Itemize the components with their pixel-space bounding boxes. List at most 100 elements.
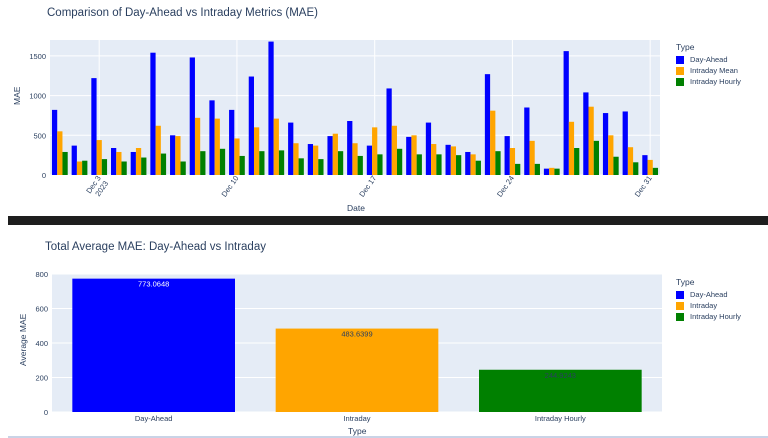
bar-intraday-mean[interactable] xyxy=(194,117,201,175)
bar-intraday-mean[interactable] xyxy=(490,110,496,175)
bar-day-ahead[interactable] xyxy=(111,148,117,175)
bar-intraday-mean[interactable] xyxy=(293,143,299,175)
bar-day-ahead[interactable] xyxy=(386,88,392,175)
bar-intraday-mean[interactable] xyxy=(273,118,279,175)
bar-day-ahead[interactable] xyxy=(445,144,451,175)
bar-intraday-mean[interactable] xyxy=(470,154,476,175)
bar-day-ahead[interactable] xyxy=(209,100,215,175)
bar-day-ahead[interactable] xyxy=(248,76,254,175)
bar-intraday-mean[interactable] xyxy=(116,151,122,175)
bar-intraday-mean[interactable] xyxy=(135,148,142,175)
bar-intraday-mean[interactable] xyxy=(253,127,260,175)
bar-intraday-mean[interactable] xyxy=(96,140,102,175)
bar-intraday-mean[interactable] xyxy=(588,106,594,175)
bar-intraday-hourly[interactable] xyxy=(534,163,540,175)
bar-intraday-hourly[interactable] xyxy=(475,160,481,175)
bar-intraday-hourly[interactable] xyxy=(613,156,619,175)
bar-intraday-mean[interactable] xyxy=(608,135,614,175)
bar-day-ahead[interactable] xyxy=(642,155,648,175)
bar-intraday-hourly[interactable] xyxy=(357,155,363,175)
bar-intraday-hourly[interactable] xyxy=(160,153,167,175)
bar-intraday-hourly[interactable] xyxy=(121,161,127,176)
bar-intraday-hourly[interactable] xyxy=(377,154,383,175)
bar-day-ahead[interactable] xyxy=(307,144,314,175)
bar-day-ahead[interactable] xyxy=(288,122,294,175)
bar-intraday-hourly[interactable] xyxy=(278,150,285,175)
bar-day-ahead[interactable] xyxy=(583,92,589,175)
bar-day-ahead[interactable] xyxy=(268,41,274,176)
bar-intraday-mean[interactable] xyxy=(411,135,417,175)
bar-day-ahead[interactable] xyxy=(150,52,156,175)
bar-day-ahead[interactable] xyxy=(170,135,176,175)
bar-intraday-hourly[interactable] xyxy=(239,155,245,175)
bar-intraday-mean[interactable] xyxy=(627,147,634,175)
bar-intraday-mean[interactable] xyxy=(549,167,555,175)
bar-day-ahead[interactable] xyxy=(406,136,412,175)
legend-item-intraday[interactable]: Intraday xyxy=(676,300,741,311)
bar-intraday-mean[interactable] xyxy=(175,136,181,175)
bar-day-ahead[interactable] xyxy=(51,109,58,175)
bar-intraday-hourly[interactable] xyxy=(337,151,344,175)
bar-intraday-hourly[interactable] xyxy=(259,151,265,175)
bar-intraday-mean[interactable] xyxy=(431,144,437,175)
bar-intraday-hourly[interactable] xyxy=(62,151,68,175)
bar-intraday-mean[interactable] xyxy=(647,159,653,175)
bar-intraday-hourly[interactable] xyxy=(554,168,560,175)
bar-intraday-hourly[interactable] xyxy=(574,148,580,175)
bar-intraday-hourly[interactable] xyxy=(298,158,304,175)
bar-intraday-hourly[interactable] xyxy=(515,163,521,175)
bar-day-ahead[interactable] xyxy=(622,111,628,175)
bar-intraday-mean[interactable] xyxy=(509,148,516,175)
bar-intraday-mean[interactable] xyxy=(234,138,240,175)
bar-intraday-hourly[interactable] xyxy=(219,148,226,175)
bar-intraday-hourly[interactable] xyxy=(456,155,462,175)
bar-intraday-hourly[interactable] xyxy=(200,151,206,175)
bar-day-ahead[interactable] xyxy=(465,151,471,175)
bar-intraday-mean[interactable] xyxy=(332,133,338,175)
bar-intraday-hourly[interactable] xyxy=(652,167,659,175)
bar-day-ahead[interactable] xyxy=(563,51,569,175)
bar-day-ahead[interactable] xyxy=(524,107,530,176)
bar-intraday-hourly[interactable] xyxy=(82,160,88,175)
legend-item-intraday-hourly[interactable]: Intraday Hourly xyxy=(676,311,741,322)
bar-intraday-mean[interactable] xyxy=(155,125,161,175)
bar-day-ahead[interactable] xyxy=(347,121,353,175)
bar-intraday-hourly[interactable] xyxy=(495,151,501,175)
bar-day-ahead[interactable] xyxy=(91,78,97,175)
legend-item-intraday-mean[interactable]: Intraday Mean xyxy=(676,65,741,76)
bar-intraday-mean[interactable] xyxy=(568,121,575,175)
bar-intraday-hourly[interactable] xyxy=(633,162,639,175)
bar-intraday-hourly[interactable] xyxy=(396,148,403,175)
bar-intraday[interactable] xyxy=(275,328,439,412)
bar-day-ahead[interactable] xyxy=(543,168,550,175)
bar-day-ahead[interactable] xyxy=(484,74,491,175)
bar-intraday-mean[interactable] xyxy=(450,146,457,175)
legend-item-intraday-hourly[interactable]: Intraday Hourly xyxy=(676,76,741,87)
bar-intraday-hourly[interactable] xyxy=(479,369,642,412)
bar-intraday-mean[interactable] xyxy=(352,143,358,175)
bar-intraday-mean[interactable] xyxy=(529,140,535,175)
bar-intraday-hourly[interactable] xyxy=(318,159,324,175)
bar-intraday-hourly[interactable] xyxy=(101,159,108,175)
bar-intraday-hourly[interactable] xyxy=(180,161,186,176)
bar-day-ahead[interactable] xyxy=(602,113,609,175)
bar-day-ahead[interactable] xyxy=(229,109,235,175)
bar-intraday-mean[interactable] xyxy=(57,131,63,175)
bar-intraday-mean[interactable] xyxy=(76,161,83,176)
bar-intraday-mean[interactable] xyxy=(214,118,220,175)
bar-day-ahead[interactable] xyxy=(504,136,510,175)
bar-day-ahead[interactable] xyxy=(189,57,195,175)
bar-day-ahead[interactable] xyxy=(425,122,432,175)
bar-intraday-hourly[interactable] xyxy=(436,154,442,175)
bar-intraday-hourly[interactable] xyxy=(416,154,422,175)
bar-day-ahead[interactable] xyxy=(366,145,373,175)
bar-day-ahead[interactable] xyxy=(71,145,77,175)
bar-day-ahead[interactable] xyxy=(130,151,136,175)
bar-intraday-mean[interactable] xyxy=(313,145,319,175)
bar-intraday-mean[interactable] xyxy=(391,125,397,175)
bar-intraday-mean[interactable] xyxy=(372,127,378,175)
bar-day-ahead[interactable] xyxy=(327,136,333,175)
legend-item-day-ahead[interactable]: Day-Ahead xyxy=(676,289,741,300)
legend-item-day-ahead[interactable]: Day-Ahead xyxy=(676,54,741,65)
bar-intraday-hourly[interactable] xyxy=(141,157,147,175)
